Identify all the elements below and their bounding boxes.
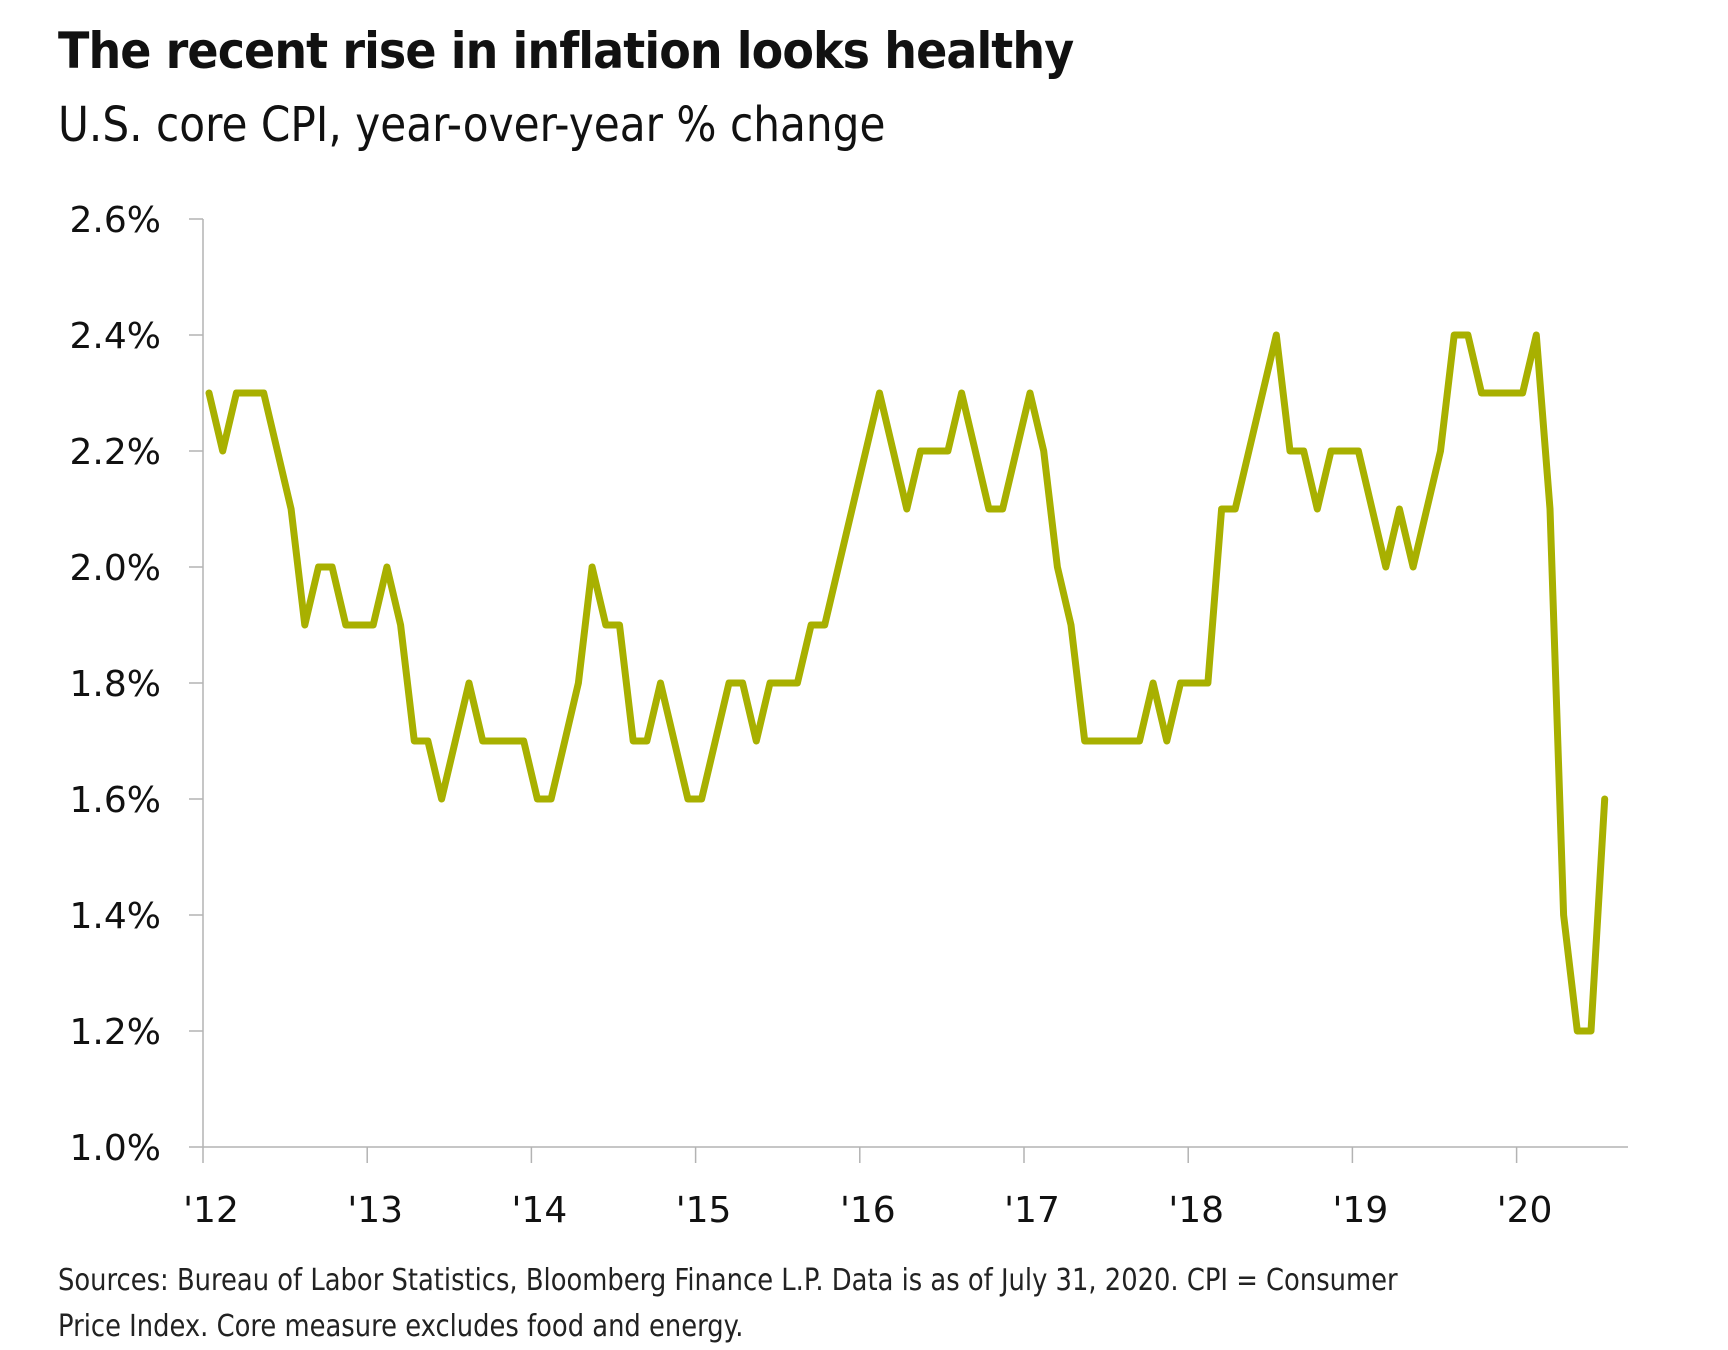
y-tick-label: 2.4% — [70, 316, 161, 357]
x-tick-label: '19 — [1333, 1190, 1389, 1231]
y-tick-label: 1.0% — [70, 1128, 161, 1169]
series-line — [209, 335, 1605, 1031]
source-note: Sources: Bureau of Labor Statistics, Blo… — [58, 1258, 1468, 1350]
y-axis: 1.0% 1.2% 1.4% 1.6% 1.8% 2.0% 2.2% 2.4% 2.6% — [70, 200, 203, 1169]
y-tick-label: 2.2% — [70, 432, 161, 473]
y-tick-label: 1.6% — [70, 780, 161, 821]
y-tick-label: 2.0% — [70, 548, 161, 589]
y-tick-label: 1.2% — [70, 1012, 161, 1053]
y-tick-label: 2.6% — [70, 200, 161, 241]
x-axis: '12 '13 '14 '15 '16 '17 '18 '19 '20 — [183, 1147, 1628, 1231]
x-tick-label: '18 — [1168, 1190, 1224, 1231]
series-group — [209, 335, 1605, 1031]
x-tick-label: '15 — [676, 1190, 732, 1231]
x-tick-label: '17 — [1004, 1190, 1060, 1231]
x-tick-label: '13 — [347, 1190, 403, 1231]
x-tick-label: '14 — [512, 1190, 568, 1231]
x-tick-label: '20 — [1497, 1190, 1553, 1231]
x-tick-label: '16 — [840, 1190, 896, 1231]
x-tick-label: '12 — [183, 1190, 239, 1231]
y-tick-label: 1.4% — [70, 896, 161, 937]
y-tick-label: 1.8% — [70, 664, 161, 705]
